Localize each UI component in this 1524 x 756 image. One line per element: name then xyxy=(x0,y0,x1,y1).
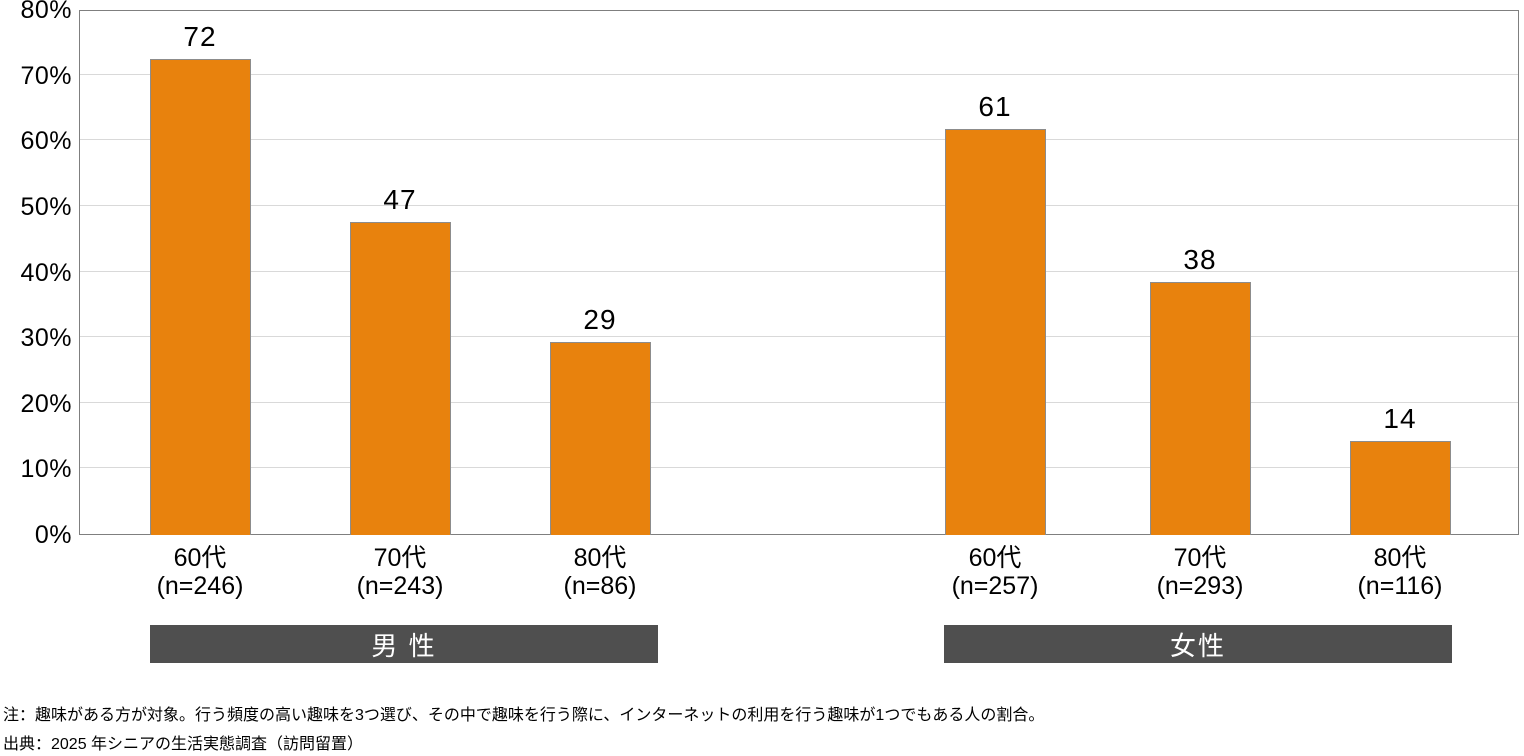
gridline-30 xyxy=(80,336,1518,338)
gridline-70 xyxy=(80,73,1518,75)
bar-group1-60代 xyxy=(149,58,251,535)
bar-group1-80代 xyxy=(549,342,651,535)
bar-value-label: 38 xyxy=(1183,243,1217,275)
footnotes: 注：趣味がある方が対象。行う頻度の高い趣味を3つ選び、その中で趣味を行う際に、イ… xyxy=(3,701,1044,756)
x-category-label: 60代 xyxy=(173,544,227,572)
x-axis-label: 80代 (n=86) xyxy=(500,544,700,600)
x-category-label: 80代 xyxy=(573,544,627,572)
group-banner-2: 女性 xyxy=(944,625,1452,663)
y-axis-label-70: 70% xyxy=(20,61,72,90)
x-n-label: (n=257) xyxy=(951,572,1039,600)
x-n-label: (n=243) xyxy=(356,572,444,600)
bar-group1-70代 xyxy=(349,221,451,535)
bar-group2-60代 xyxy=(944,129,1046,535)
gridline-40 xyxy=(80,270,1518,272)
x-category-label: 70代 xyxy=(1173,544,1227,572)
y-axis-label-0: 0% xyxy=(34,521,72,549)
x-category-label: 80代 xyxy=(1373,544,1427,572)
bar-group2-70代 xyxy=(1149,281,1251,535)
bar-value-label: 29 xyxy=(583,304,617,336)
x-axis-label: 70代 (n=293) xyxy=(1100,544,1300,600)
y-axis-label-40: 40% xyxy=(20,258,72,287)
y-axis-label-80: 80% xyxy=(20,0,72,24)
y-axis-label-20: 20% xyxy=(20,389,72,418)
gridline-50 xyxy=(80,204,1518,206)
y-axis-label-30: 30% xyxy=(20,324,72,353)
x-n-label: (n=116) xyxy=(1357,572,1443,600)
x-n-label: (n=293) xyxy=(1156,572,1244,600)
x-axis-label: 70代 (n=243) xyxy=(300,544,500,600)
note-text: 注：趣味がある方が対象。行う頻度の高い趣味を3つ選び、その中で趣味を行う際に、イ… xyxy=(3,707,1045,724)
x-category-label: 60代 xyxy=(968,544,1022,572)
bar-group2-80代 xyxy=(1349,441,1451,535)
gridline-60 xyxy=(80,139,1518,141)
y-axis-label-50: 50% xyxy=(20,192,72,221)
bar-value-label: 61 xyxy=(978,91,1012,123)
x-axis-label: 60代 (n=246) xyxy=(100,544,300,600)
y-axis-label-10: 10% xyxy=(20,455,72,484)
x-axis-label: 80代 (n=116) xyxy=(1300,544,1500,600)
bar-value-label: 72 xyxy=(183,20,217,52)
x-category-label: 70代 xyxy=(373,544,427,572)
plot-area xyxy=(79,10,1519,535)
source-text: 出典：2025 年シニアの生活実態調査（訪問留置） xyxy=(3,736,364,753)
gridline-10 xyxy=(80,467,1518,469)
x-n-label: (n=246) xyxy=(156,572,244,600)
gridline-20 xyxy=(80,401,1518,403)
x-n-label: (n=86) xyxy=(563,572,637,600)
y-axis-label-60: 60% xyxy=(20,127,72,156)
group-banner-1: 男 性 xyxy=(150,625,658,663)
bar-value-label: 14 xyxy=(1383,403,1417,435)
x-axis-label: 60代 (n=257) xyxy=(895,544,1095,600)
bar-value-label: 47 xyxy=(383,183,417,215)
